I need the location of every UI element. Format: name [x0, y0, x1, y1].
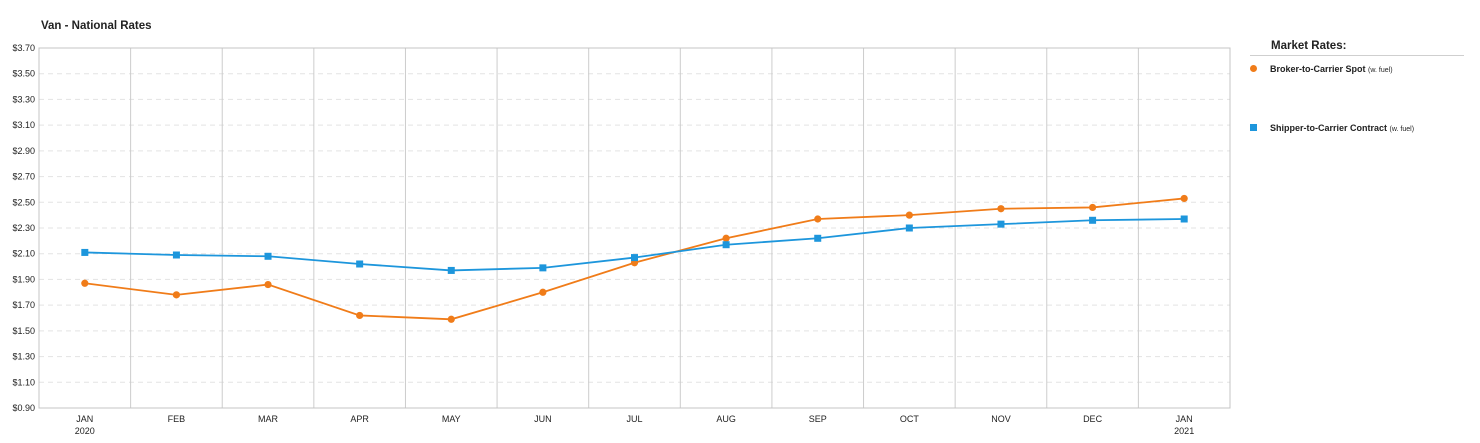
x-tick-label: MAY: [442, 414, 461, 424]
data-point-contract: [1180, 215, 1188, 223]
y-tick-label: $2.70: [12, 172, 35, 182]
legend-item-spot[interactable]: Broker-to-Carrier Spot (w. fuel): [1250, 64, 1393, 74]
data-point-spot: [722, 234, 730, 242]
legend-sub-contract: (w. fuel): [1389, 126, 1415, 133]
legend-sub-spot: (w. fuel): [1368, 67, 1393, 74]
x-tick-label: DEC: [1083, 414, 1103, 424]
legend-label-spot: Broker-to-Carrier Spot: [1270, 64, 1366, 74]
data-point-spot: [814, 215, 822, 223]
data-point-spot: [1088, 203, 1097, 212]
data-point-spot: [905, 211, 913, 219]
data-point-contract: [722, 241, 730, 249]
y-tick-label: $1.90: [12, 274, 35, 284]
data-point-contract: [172, 251, 180, 259]
data-point-contract: [539, 264, 547, 272]
data-point-spot: [81, 279, 89, 287]
data-point-spot: [172, 291, 181, 299]
data-point-contract: [997, 220, 1005, 228]
chart-title: Van - National Rates: [41, 20, 152, 32]
data-point-contract: [81, 248, 89, 256]
legend-item-contract[interactable]: Shipper-to-Carrier Contract (w. fuel): [1250, 123, 1414, 133]
legend-title: Market Rates:: [1250, 40, 1464, 56]
data-point-spot: [1180, 194, 1188, 203]
x-tick-label: JUL: [626, 414, 642, 424]
data-point-contract: [356, 260, 364, 268]
x-tick-label: JUN: [534, 414, 552, 424]
y-tick-label: $2.10: [12, 249, 35, 259]
x-tick-sublabel: 2021: [1174, 426, 1194, 436]
data-point-contract: [264, 252, 272, 260]
legend-marker-contract: [1250, 124, 1257, 132]
y-tick-label: $3.10: [12, 120, 35, 130]
x-tick-label: MAR: [258, 414, 279, 424]
data-point-spot: [539, 288, 547, 296]
x-tick-sublabel: 2020: [75, 426, 95, 436]
x-tick-label: SEP: [809, 414, 827, 424]
y-tick-label: $2.30: [12, 223, 35, 233]
y-tick-label: $3.50: [12, 69, 35, 79]
legend-label-contract: Shipper-to-Carrier Contract: [1270, 123, 1388, 133]
x-tick-label: JAN: [1176, 414, 1193, 424]
data-point-contract: [814, 234, 822, 242]
y-tick-label: $1.30: [12, 352, 35, 362]
x-tick-label: FEB: [168, 414, 186, 424]
legend-marker-spot: [1250, 65, 1257, 73]
line-chart: $0.90 $1.10 $1.30 $1.50 $1.70 $1.90 $2.10 $2.30…: [12, 43, 1231, 436]
x-tick-label: OCT: [900, 414, 920, 424]
y-tick-label: $2.90: [12, 146, 35, 156]
plot-frame: [38, 47, 1231, 409]
data-point-contract: [1089, 216, 1097, 224]
x-tick-label: AUG: [716, 414, 736, 424]
data-point-contract: [631, 254, 638, 262]
x-tick-label: NOV: [991, 414, 1011, 424]
data-point-spot: [447, 315, 455, 323]
data-point-spot: [997, 205, 1005, 213]
y-tick-label: $2.50: [12, 197, 35, 207]
data-point-contract: [447, 266, 455, 274]
legend: Market Rates: Broker-to-Carrier Spot (w.…: [1250, 40, 1464, 133]
y-tick-label: $0.90: [12, 403, 35, 413]
x-tick-label: JAN: [76, 414, 93, 424]
y-tick-label: $1.10: [12, 377, 35, 387]
y-tick-label: $3.30: [12, 94, 35, 104]
data-point-spot: [356, 311, 364, 320]
y-tick-label: $1.50: [12, 326, 35, 336]
y-tick-label: $3.70: [12, 43, 35, 53]
x-tick-label: APR: [350, 414, 369, 424]
data-point-contract: [905, 224, 913, 232]
data-point-spot: [264, 280, 272, 289]
y-tick-label: $1.70: [12, 300, 35, 310]
